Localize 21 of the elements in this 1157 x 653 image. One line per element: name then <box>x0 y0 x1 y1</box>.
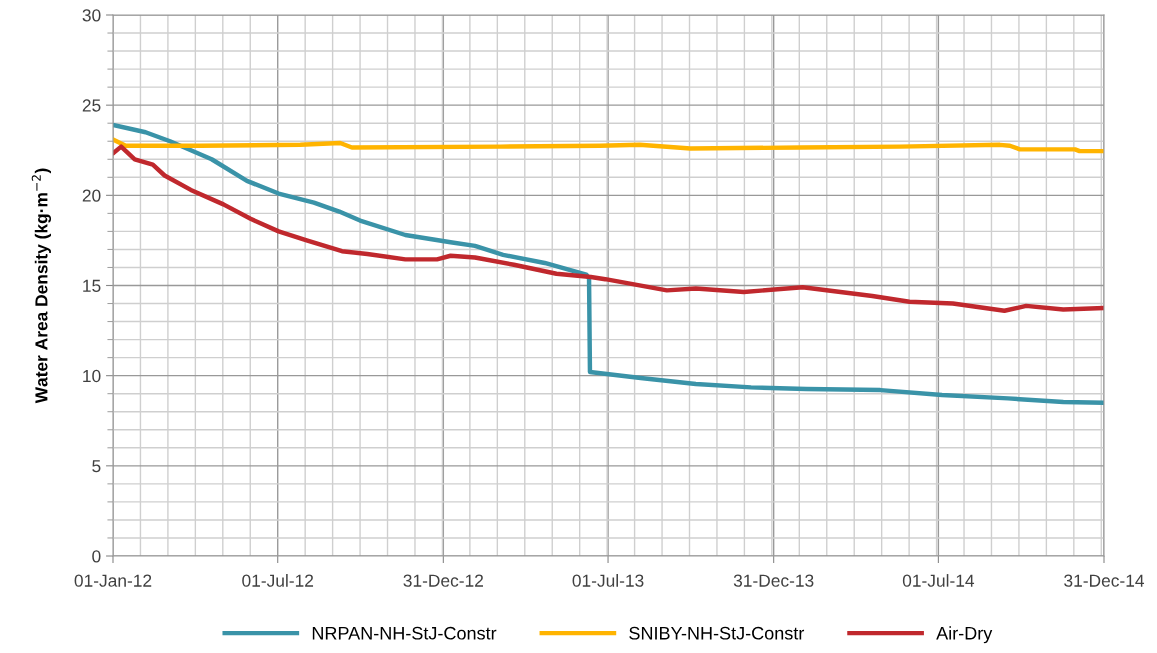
x-tick-label: 01-Jul-12 <box>242 574 314 587</box>
line-series <box>113 137 1104 154</box>
y-tick-label: 30 <box>82 9 101 22</box>
line-series <box>113 122 1104 405</box>
legend-label: SNIBY-NH-StJ-Constr <box>629 626 805 640</box>
y-axis-title: Water Area Density (kg·m$^{−2}$) <box>31 168 52 404</box>
y-tick-label: 20 <box>82 189 101 202</box>
legend-label: NRPAN-NH-StJ-Constr <box>312 626 497 640</box>
x-tick-label: 31-Dec-14 <box>1064 574 1145 587</box>
y-tick-label: 5 <box>92 460 101 473</box>
x-tick-label: 01-Jul-13 <box>572 574 644 587</box>
x-tick-label: 01-Jul-14 <box>902 574 975 587</box>
y-tick-label: 10 <box>83 369 101 383</box>
legend-label: Air-Dry <box>936 626 993 644</box>
y-tick-label: 15 <box>83 279 101 292</box>
line-series <box>113 144 1104 313</box>
x-tick-label: 31-Dec-12 <box>403 574 483 587</box>
x-tick-label: 31-Dec-13 <box>733 574 814 587</box>
y-tick-label: 0 <box>92 550 101 563</box>
x-tick-label: 01-Jan-12 <box>74 574 152 587</box>
y-tick-label: 25 <box>82 99 101 112</box>
